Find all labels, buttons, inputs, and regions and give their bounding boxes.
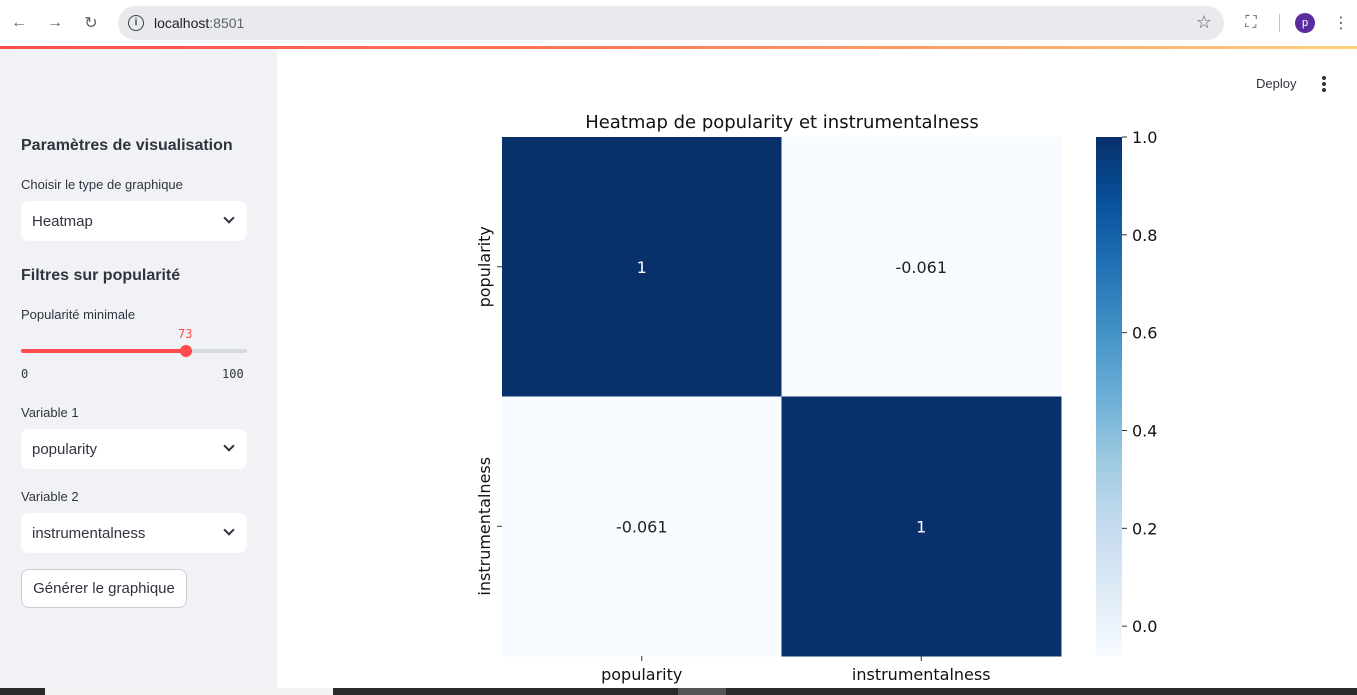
min-popularity-label: Popularité minimale xyxy=(21,307,136,322)
chart-type-value: Heatmap xyxy=(32,213,93,230)
colorbar xyxy=(1096,137,1122,656)
colorbar-tick-label: 0.6 xyxy=(1132,324,1157,343)
cell-value-label: -0.061 xyxy=(895,258,947,277)
cell-value-label: 1 xyxy=(637,258,647,277)
heatmap-cell xyxy=(502,396,782,657)
chevron-down-icon xyxy=(223,440,235,452)
main-menu-icon[interactable] xyxy=(1322,76,1326,92)
toolbar-divider xyxy=(1279,14,1280,32)
y-tick-label: instrumentalness xyxy=(475,457,494,596)
min-popularity-value: 73 xyxy=(177,327,193,341)
reload-icon[interactable]: ↻ xyxy=(84,15,98,32)
colorbar-tick-label: 1.0 xyxy=(1132,128,1157,147)
chevron-down-icon xyxy=(223,524,235,536)
bookmark-star-icon[interactable]: ☆ xyxy=(1195,12,1212,32)
variable1-label: Variable 1 xyxy=(21,405,79,420)
heatmap-chart: Heatmap de popularity et instrumentalnes… xyxy=(475,112,1157,684)
profile-avatar[interactable]: p xyxy=(1295,13,1315,33)
variable2-select[interactable]: instrumentalness xyxy=(21,513,247,553)
app-header-decoration xyxy=(0,46,1357,49)
heatmap-cell xyxy=(781,137,1062,397)
cell-value-label: -0.061 xyxy=(616,517,668,536)
url-text[interactable]: localhost:8501 xyxy=(154,15,245,31)
browser-menu-icon[interactable]: ⋮ xyxy=(1333,15,1349,32)
variable2-label: Variable 2 xyxy=(21,489,79,504)
heatmap-cell xyxy=(781,396,1062,657)
variable2-value: instrumentalness xyxy=(32,525,146,542)
forward-icon[interactable]: → xyxy=(47,14,63,31)
slider-max-label: 100 xyxy=(222,367,244,381)
generate-chart-button[interactable]: Générer le graphique xyxy=(21,569,187,608)
extensions-icon[interactable]: ⛶ xyxy=(1245,14,1257,31)
taskbar-search-box[interactable] xyxy=(45,688,333,695)
site-info-icon[interactable]: i xyxy=(128,15,144,31)
colorbar-tick-label: 0.2 xyxy=(1132,519,1157,538)
os-taskbar xyxy=(0,688,1357,695)
colorbar-tick-label: 0.8 xyxy=(1132,226,1157,245)
chart-title: Heatmap de popularity et instrumentalnes… xyxy=(585,112,979,133)
chart-type-select[interactable]: Heatmap xyxy=(21,201,247,241)
chevron-down-icon xyxy=(223,212,235,224)
address-bar[interactable]: i localhost:8501 ☆ xyxy=(118,6,1224,40)
deploy-button[interactable]: Deploy xyxy=(1256,76,1297,91)
min-popularity-slider[interactable] xyxy=(21,345,247,357)
variable1-value: popularity xyxy=(32,441,98,458)
slider-thumb[interactable] xyxy=(179,345,192,357)
y-tick-label: popularity xyxy=(475,226,494,307)
back-icon[interactable]: ← xyxy=(11,14,27,31)
variable1-select[interactable]: popularity xyxy=(21,429,247,469)
slider-min-label: 0 xyxy=(21,367,29,381)
cell-value-label: 1 xyxy=(916,517,926,536)
slider-fill xyxy=(21,349,186,353)
chart-type-label: Choisir le type de graphique xyxy=(21,177,183,192)
x-tick-label: instrumentalness xyxy=(852,665,991,684)
colorbar-tick-label: 0.4 xyxy=(1132,421,1157,440)
browser-toolbar: ← → ↻ i localhost:8501 ☆ ⛶ p ⋮ xyxy=(0,0,1357,46)
section-title-visualisation: Paramètres de visualisation xyxy=(21,137,233,154)
taskbar-active-app[interactable] xyxy=(678,688,726,695)
section-title-filters: Filtres sur popularité xyxy=(21,267,181,284)
heatmap-cell xyxy=(502,137,782,397)
x-tick-label: popularity xyxy=(601,665,682,684)
colorbar-tick-label: 0.0 xyxy=(1132,617,1157,636)
sidebar: Paramètres de visualisation Choisir le t… xyxy=(0,49,277,688)
